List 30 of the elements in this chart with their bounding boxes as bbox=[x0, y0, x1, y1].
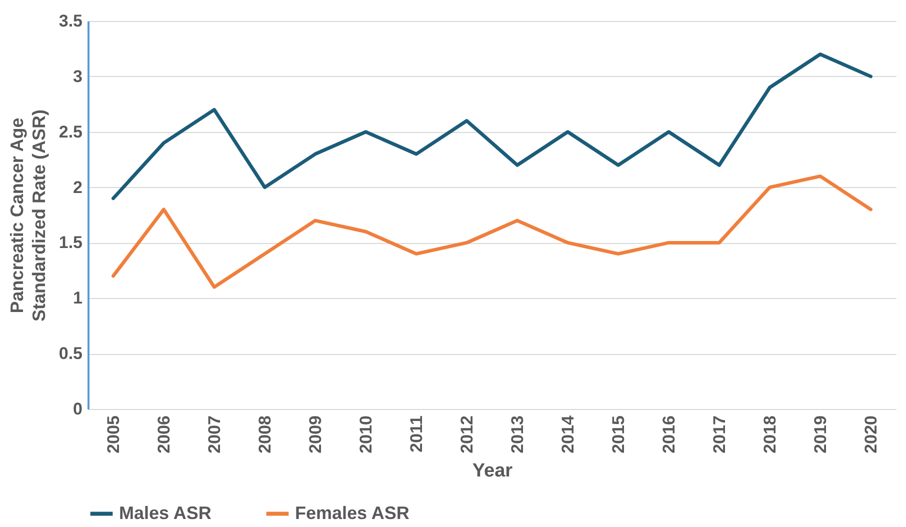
x-tick-label: 2009 bbox=[306, 416, 325, 454]
x-tick-label: 2006 bbox=[154, 416, 174, 454]
x-axis-title: Year bbox=[472, 460, 514, 482]
x-tick-label: 2016 bbox=[659, 416, 678, 454]
x-tick-label: 2019 bbox=[810, 416, 830, 454]
y-tick-label: 1.5 bbox=[58, 233, 82, 252]
x-tick-label: 2014 bbox=[558, 414, 578, 454]
x-tick-label: 2013 bbox=[508, 416, 527, 454]
legend-label: Males ASR bbox=[119, 502, 212, 523]
y-tick-label: 2 bbox=[73, 178, 82, 197]
y-tick-label: 3 bbox=[73, 66, 82, 86]
y-tick-label: 0 bbox=[73, 400, 82, 418]
x-tick-label: 2011 bbox=[406, 416, 426, 452]
x-tick-label: 2017 bbox=[710, 416, 729, 454]
x-tick-label: 2018 bbox=[760, 416, 780, 454]
x-tick-label: 2020 bbox=[861, 416, 880, 454]
legend-label: Females ASR bbox=[295, 502, 410, 523]
x-tick-label: 2007 bbox=[204, 416, 224, 454]
x-tick-label: 2005 bbox=[104, 416, 123, 454]
line-series bbox=[112, 52, 872, 200]
y-tick-label: 0.5 bbox=[58, 344, 82, 364]
x-tick-label: 2008 bbox=[255, 416, 274, 454]
line-series bbox=[112, 174, 872, 289]
y-tick-label: 1 bbox=[73, 288, 82, 308]
x-tick-label: 2010 bbox=[356, 416, 376, 454]
y-tick-label: 3.5 bbox=[58, 12, 82, 30]
y-tick-label: 2.5 bbox=[58, 122, 82, 142]
y-axis-title: Pancreatic Cancer Age Standardized Rate (ASR) bbox=[6, 109, 49, 322]
x-tick-label: 2012 bbox=[457, 416, 476, 454]
x-tick-label: 2015 bbox=[608, 416, 628, 454]
